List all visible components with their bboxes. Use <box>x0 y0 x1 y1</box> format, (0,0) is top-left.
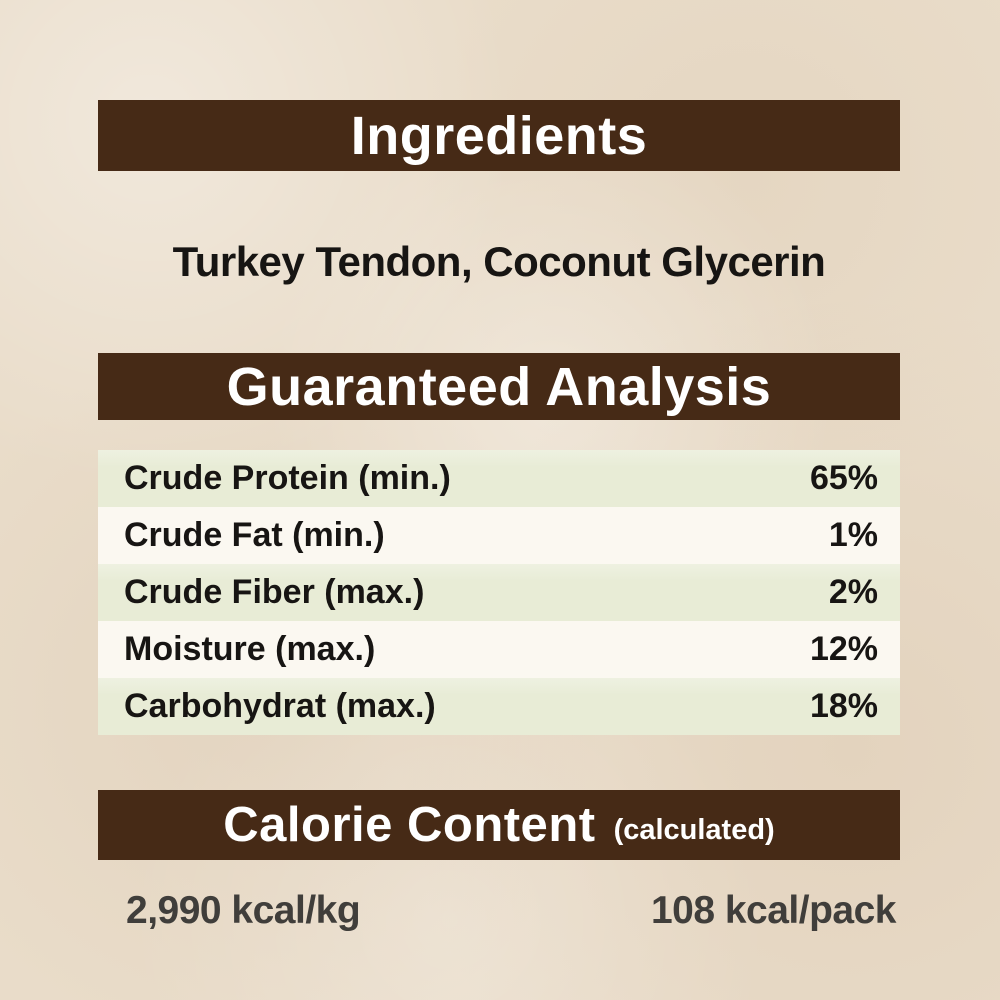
ingredients-list-text: Turkey Tendon, Coconut Glycerin <box>172 238 826 285</box>
row-value: 65% <box>809 459 878 497</box>
calorie-content-header-title: Calorie Content <box>223 798 596 852</box>
table-row: Carbohydrat (max.) 18% <box>98 678 900 735</box>
row-label: Crude Fat (min.) <box>124 516 385 554</box>
row-label: Crude Protein (min.) <box>124 459 451 497</box>
row-value: 18% <box>809 687 878 725</box>
calorie-values-row: 2,990 kcal/kg 108 kcal/pack <box>98 872 900 950</box>
ingredients-header-bar: Ingredients <box>98 100 900 171</box>
calorie-content-header-note: (calculated) <box>613 813 775 846</box>
guaranteed-analysis-table: Crude Protein (min.) 65% Crude Fat (min.… <box>98 450 900 735</box>
row-label: Crude Fiber (max.) <box>124 573 425 611</box>
table-row: Crude Fat (min.) 1% <box>98 507 900 564</box>
row-value: 2% <box>828 573 878 611</box>
table-row: Crude Fiber (max.) 2% <box>98 564 900 621</box>
table-row: Crude Protein (min.) 65% <box>98 450 900 507</box>
guaranteed-analysis-header-bar: Guaranteed Analysis <box>98 353 900 420</box>
row-value: 12% <box>809 630 878 668</box>
ingredients-header-title: Ingredients <box>350 105 648 166</box>
row-label: Moisture (max.) <box>124 630 376 668</box>
table-row: Moisture (max.) 12% <box>98 621 900 678</box>
guaranteed-analysis-header-title: Guaranteed Analysis <box>226 356 772 417</box>
row-value: 1% <box>828 516 878 554</box>
calorie-per-pack: 108 kcal/pack <box>650 889 897 932</box>
calorie-per-kg: 2,990 kcal/kg <box>126 889 361 932</box>
calorie-content-header-bar: Calorie Content (calculated) <box>98 790 900 860</box>
row-label: Carbohydrat (max.) <box>124 687 436 725</box>
ingredients-list: Turkey Tendon, Coconut Glycerin <box>98 171 900 353</box>
